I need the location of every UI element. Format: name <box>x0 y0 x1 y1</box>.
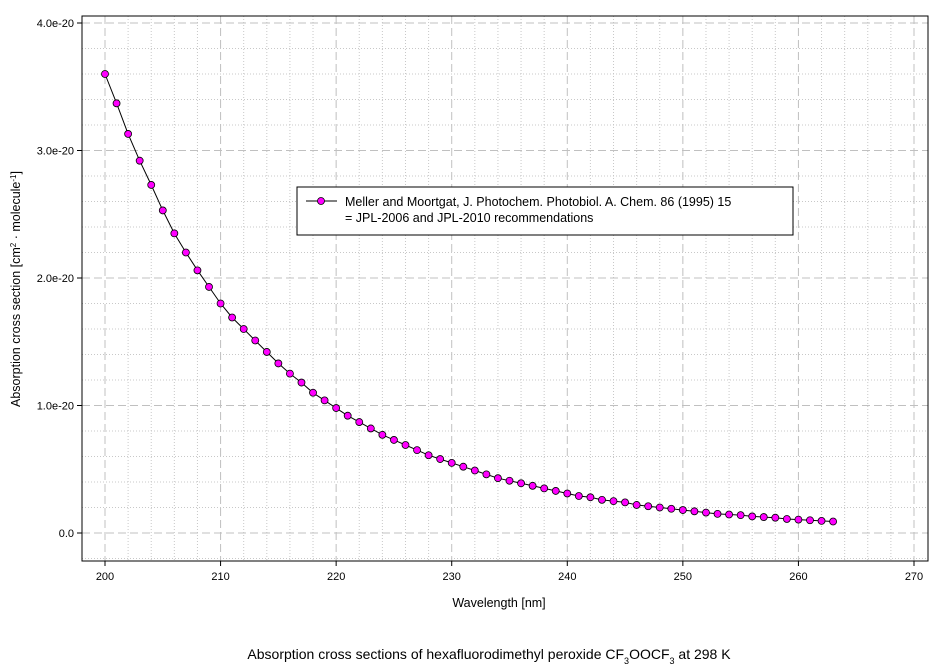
data-point <box>459 462 468 471</box>
data-point <box>759 513 768 521</box>
data-point <box>482 470 491 479</box>
data-point <box>713 509 722 518</box>
data-point <box>436 455 445 463</box>
data-point <box>193 266 202 275</box>
y-tick-label: 1.0e-20 <box>37 401 74 413</box>
data-point <box>251 336 260 345</box>
x-tick-label: 250 <box>674 571 692 583</box>
data-point <box>748 512 757 521</box>
x-tick-label: 270 <box>905 571 923 583</box>
data-point <box>725 510 733 519</box>
data-point <box>135 156 144 165</box>
data-point <box>494 474 502 483</box>
data-point <box>147 181 156 189</box>
y-tick-label: 2.0e-20 <box>37 273 74 285</box>
data-point <box>829 517 837 526</box>
data-point <box>702 508 710 517</box>
axis-ticks: 200 210 220 230 240 250 260 270 0.0 1.0e-20 2.0e-2… <box>37 18 923 583</box>
data-point <box>320 396 329 405</box>
data-point <box>332 404 341 412</box>
data-point <box>598 495 606 504</box>
y-axis-label: Absorption cross section [cm2 · molecule… <box>9 171 24 407</box>
data-point <box>528 481 537 490</box>
data-point <box>771 513 780 522</box>
data-point <box>574 492 583 500</box>
data-point <box>586 493 595 502</box>
data-point <box>170 229 179 238</box>
data-point <box>274 359 283 368</box>
data-point <box>158 206 167 215</box>
data-point <box>517 479 525 488</box>
data-point <box>216 299 225 308</box>
series <box>101 70 837 526</box>
data-point <box>470 466 479 475</box>
legend-label-line1: Meller and Moortgat, J. Photochem. Photo… <box>345 195 731 209</box>
data-point <box>632 501 641 509</box>
data-point <box>424 451 433 460</box>
x-tick-label: 210 <box>211 571 229 583</box>
x-tick-label: 260 <box>789 571 807 583</box>
y-tick-label: 4.0e-20 <box>37 18 74 30</box>
legend-marker <box>317 197 325 205</box>
data-point <box>309 388 317 397</box>
data-point <box>655 503 664 512</box>
data-point <box>690 507 699 516</box>
data-point <box>540 484 549 493</box>
data-point <box>413 446 421 455</box>
y-tick-label: 0.0 <box>59 528 74 540</box>
data-point <box>286 369 294 378</box>
x-tick-label: 200 <box>96 571 114 583</box>
data-point <box>101 70 109 78</box>
data-point <box>401 441 410 449</box>
x-tick-label: 220 <box>327 571 345 583</box>
legend: Meller and Moortgat, J. Photochem. Photo… <box>296 186 794 236</box>
data-point <box>794 515 803 524</box>
data-point <box>343 411 352 420</box>
x-axis-label: Wavelength [nm] <box>452 596 545 610</box>
data-point <box>239 325 248 333</box>
data-point <box>551 487 560 495</box>
data-point <box>609 497 618 506</box>
x-tick-label: 240 <box>558 571 576 583</box>
data-point <box>181 248 190 257</box>
y-tick-label: 3.0e-20 <box>37 146 74 158</box>
data-point <box>378 430 387 439</box>
grid <box>82 16 928 561</box>
data-point <box>205 283 213 291</box>
data-point <box>817 516 826 525</box>
data-point <box>124 130 133 138</box>
data-point <box>621 498 629 507</box>
data-point <box>447 458 456 467</box>
data-point <box>736 511 745 520</box>
data-point <box>262 348 271 356</box>
data-point <box>806 516 814 525</box>
data-point <box>678 506 687 514</box>
data-point <box>644 502 653 511</box>
data-point <box>355 418 364 426</box>
chart-title: Absorption cross sections of hexafluorod… <box>247 646 731 666</box>
legend-label-line2: = JPL-2006 and JPL-2010 recommendations <box>345 211 593 225</box>
data-point <box>228 313 237 322</box>
data-point <box>366 424 375 433</box>
data-point <box>297 378 306 387</box>
data-point <box>112 99 121 108</box>
legend-box <box>296 186 794 236</box>
data-point <box>563 489 572 498</box>
x-tick-label: 230 <box>443 571 461 583</box>
data-point <box>390 436 398 444</box>
data-point <box>667 504 676 513</box>
series-line <box>104 73 834 522</box>
data-point <box>782 515 791 523</box>
plot-frame <box>81 15 929 562</box>
data-point <box>505 476 514 485</box>
